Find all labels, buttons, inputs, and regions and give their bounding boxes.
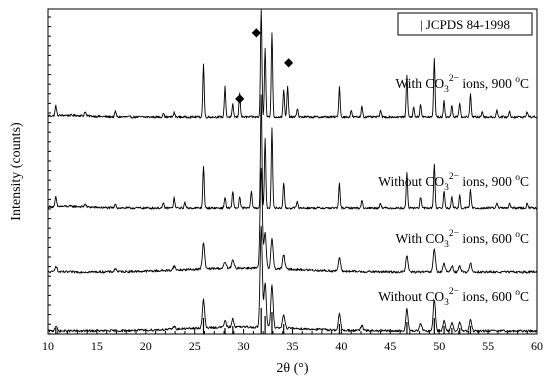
x-axis-title: 2θ (°) <box>276 361 308 376</box>
diamond-marker: ◆ <box>284 55 294 69</box>
legend: | JCPDS 84-1998 <box>397 12 533 36</box>
series-label: Without CO32− ions, 600 oC <box>378 287 529 308</box>
diamond-marker: ◆ <box>252 25 262 39</box>
x-tick-label: 35 <box>287 339 299 353</box>
legend-box <box>397 12 533 36</box>
legend-label: | JCPDS 84-1998 <box>420 17 510 32</box>
x-tick-label: 20 <box>140 339 152 353</box>
reference-pattern <box>55 308 472 334</box>
x-tick-label: 30 <box>238 339 250 353</box>
x-tick-label: 10 <box>42 339 54 353</box>
series-label: With CO32− ions, 600 oC <box>396 229 529 250</box>
y-axis-title: Intensity (counts) <box>9 122 24 221</box>
x-axis: 10 15 20 25 30 35 40 45 50 55 60 <box>42 329 543 353</box>
diamond-marker: ◆ <box>235 91 245 105</box>
x-tick-label: 50 <box>433 339 445 353</box>
x-tick-label: 60 <box>531 339 543 353</box>
x-tick-label: 45 <box>384 339 396 353</box>
series-line <box>47 94 538 210</box>
series-label: With CO32− ions, 900 oC <box>396 74 529 95</box>
series-line <box>47 9 538 119</box>
series-line <box>47 225 538 333</box>
x-tick-label: 55 <box>482 339 494 353</box>
series-line <box>47 167 538 274</box>
x-tick-label: 25 <box>189 339 201 353</box>
y-axis <box>48 16 51 335</box>
series-label: Without CO32− ions, 900 oC <box>378 172 529 193</box>
x-tick-label: 40 <box>335 339 347 353</box>
x-tick-label: 15 <box>91 339 103 353</box>
